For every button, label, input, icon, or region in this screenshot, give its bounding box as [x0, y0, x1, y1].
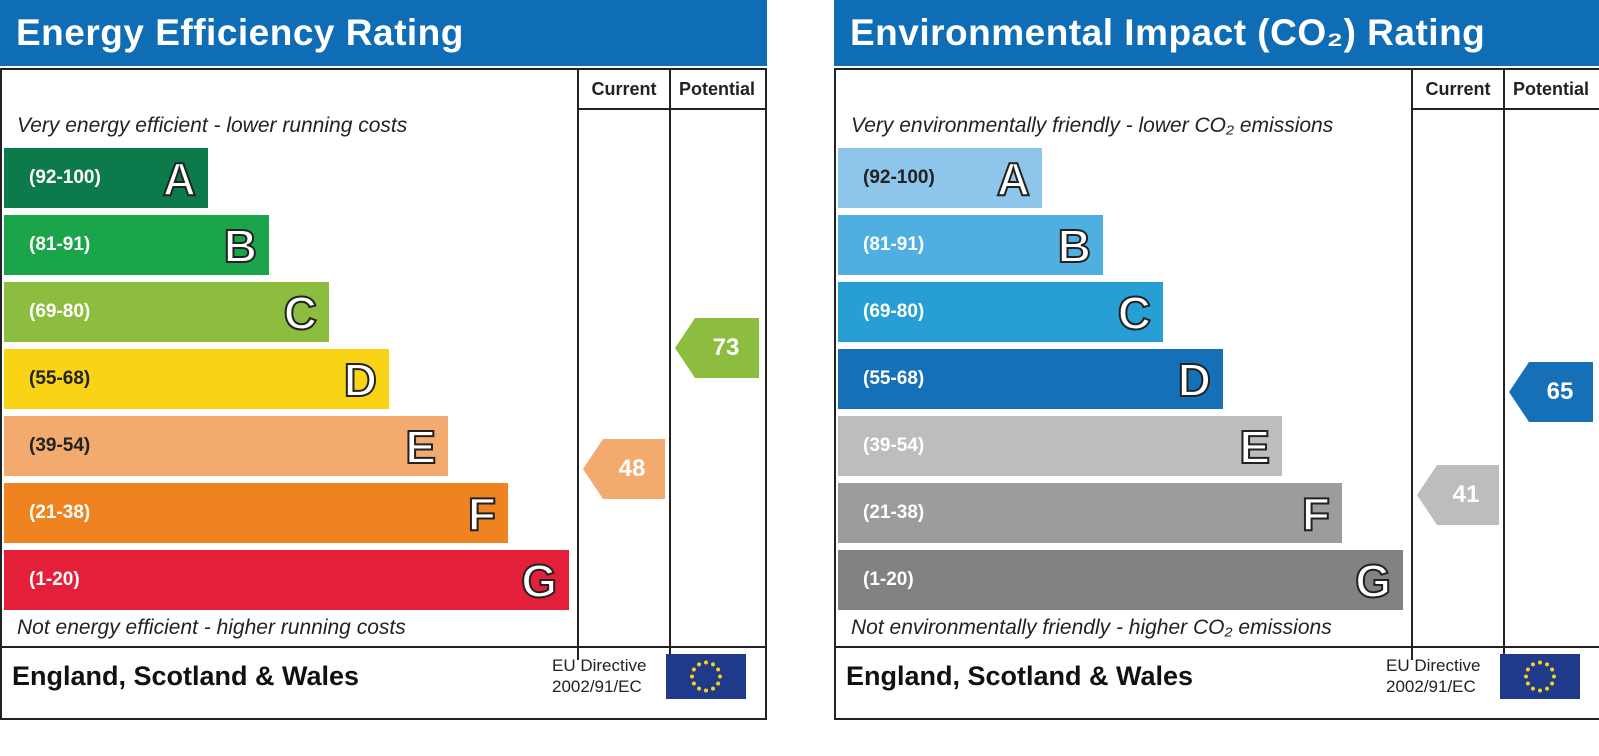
- band-range-label: (21-38): [29, 502, 91, 523]
- band-letter: G: [520, 554, 558, 608]
- band-range-label: (92-100): [863, 167, 935, 188]
- potential-column-divider: [1503, 70, 1505, 660]
- bottom-note: Not energy efficient - higher running co…: [17, 616, 406, 639]
- current-rating-arrow: 48: [583, 439, 665, 499]
- band-letter: F: [1301, 487, 1331, 541]
- band-range-label: (55-68): [29, 368, 91, 389]
- band-letter: C: [1117, 286, 1152, 340]
- band-letter: E: [1238, 420, 1271, 474]
- top-note: Very energy efficient - lower running co…: [17, 114, 408, 137]
- eu-directive-line1: EU Directive: [1386, 656, 1481, 675]
- chart-frame: Current Potential Very environmentally fri…: [834, 68, 1599, 720]
- rating-band-f: (21-38) F: [838, 483, 1342, 543]
- potential-rating-arrow: 73: [675, 318, 759, 378]
- chart-title: Energy Efficiency Rating: [0, 0, 767, 66]
- band-letter: D: [1177, 353, 1212, 407]
- eu-directive-label: EU Directive 2002/91/EC: [552, 655, 646, 697]
- rating-band-c: (69-80) C: [838, 282, 1163, 342]
- band-range-label: (69-80): [29, 301, 91, 322]
- current-arrow-fill: [583, 439, 665, 499]
- potential-rating-value: 73: [712, 334, 740, 361]
- band-letter: C: [283, 286, 318, 340]
- potential-column-divider: [669, 70, 671, 660]
- chart-title: Environmental Impact (CO₂) Rating: [834, 0, 1599, 66]
- band-letter: B: [1057, 219, 1092, 273]
- footer-region-label: England, Scotland & Wales: [846, 661, 1194, 691]
- rating-band-c: (69-80) C: [4, 282, 329, 342]
- rating-band-g: (1-20) G: [838, 550, 1403, 610]
- rating-band-d: (55-68) D: [4, 349, 389, 409]
- potential-arrow-fill: [1509, 362, 1593, 422]
- band-range-label: (92-100): [29, 167, 101, 188]
- current-rating-arrow: 41: [1417, 465, 1499, 525]
- eu-flag-icon: [1500, 654, 1580, 699]
- band-letter: F: [467, 487, 497, 541]
- rating-band-d: (55-68) D: [838, 349, 1223, 409]
- current-column-divider: [577, 70, 579, 660]
- footer-divider: [836, 646, 1599, 648]
- eu-directive-line2: 2002/91/EC: [1386, 677, 1476, 696]
- potential-arrow-shape: [1509, 362, 1593, 422]
- current-arrow-shape: [1417, 465, 1499, 525]
- rating-band-b: (81-91) B: [838, 215, 1103, 275]
- band-letter: B: [223, 219, 258, 273]
- band-letter: G: [1354, 554, 1392, 608]
- band-range-label: (39-54): [29, 435, 91, 456]
- band-letter: A: [162, 152, 197, 206]
- band-range-label: (69-80): [863, 301, 925, 322]
- footer-divider: [2, 646, 765, 648]
- current-rating-value: 48: [618, 455, 646, 482]
- potential-rating-arrow: 65: [1509, 362, 1593, 422]
- potential-column-header: Potential: [678, 79, 755, 99]
- energy-efficiency-chart: Energy Efficiency Rating Current Potential…: [0, 0, 767, 720]
- header-divider: [1411, 108, 1599, 110]
- band-range-label: (21-38): [863, 502, 925, 523]
- current-column-divider: [1411, 70, 1413, 660]
- band-range-label: (39-54): [863, 435, 925, 456]
- band-range-label: (81-91): [863, 234, 925, 255]
- current-column-header: Current: [1425, 79, 1491, 99]
- rating-band-a: (92-100) A: [4, 148, 208, 208]
- rating-band-a: (92-100) A: [838, 148, 1042, 208]
- current-arrow-fill: [1417, 465, 1499, 525]
- rating-band-g: (1-20) G: [4, 550, 569, 610]
- rating-band-e: (39-54) E: [838, 416, 1282, 476]
- current-arrow-shape: [583, 439, 665, 499]
- header-divider: [577, 108, 765, 110]
- eu-directive-line2: 2002/91/EC: [552, 677, 642, 696]
- environmental-impact-chart: Environmental Impact (CO₂) Rating Current…: [834, 0, 1599, 720]
- eu-directive-label: EU Directive 2002/91/EC: [1386, 655, 1480, 697]
- footer-region-label: England, Scotland & Wales: [12, 661, 360, 691]
- potential-rating-value: 65: [1546, 378, 1574, 405]
- band-range-label: (81-91): [29, 234, 91, 255]
- current-column-header: Current: [591, 79, 657, 99]
- rating-band-b: (81-91) B: [4, 215, 269, 275]
- rating-band-e: (39-54) E: [4, 416, 448, 476]
- bottom-note: Not environmentally friendly - higher CO…: [851, 616, 1332, 639]
- band-range-label: (1-20): [863, 569, 914, 590]
- band-letter: E: [404, 420, 437, 474]
- band-range-label: (1-20): [29, 569, 80, 590]
- top-note: Very environmentally friendly - lower CO…: [851, 114, 1334, 137]
- rating-band-f: (21-38) F: [4, 483, 508, 543]
- band-letter: D: [343, 353, 378, 407]
- eu-flag-icon: [666, 654, 746, 699]
- current-rating-value: 41: [1452, 481, 1480, 508]
- eu-stars-icon: [690, 660, 722, 693]
- band-range-label: (55-68): [863, 368, 925, 389]
- eu-stars-icon: [1524, 660, 1556, 693]
- chart-frame: Current Potential Very energy efficient - …: [0, 68, 767, 720]
- band-letter: A: [996, 152, 1031, 206]
- eu-directive-line1: EU Directive: [552, 656, 647, 675]
- potential-arrow-shape: [675, 318, 759, 378]
- potential-arrow-fill: [675, 318, 759, 378]
- potential-column-header: Potential: [1512, 79, 1589, 99]
